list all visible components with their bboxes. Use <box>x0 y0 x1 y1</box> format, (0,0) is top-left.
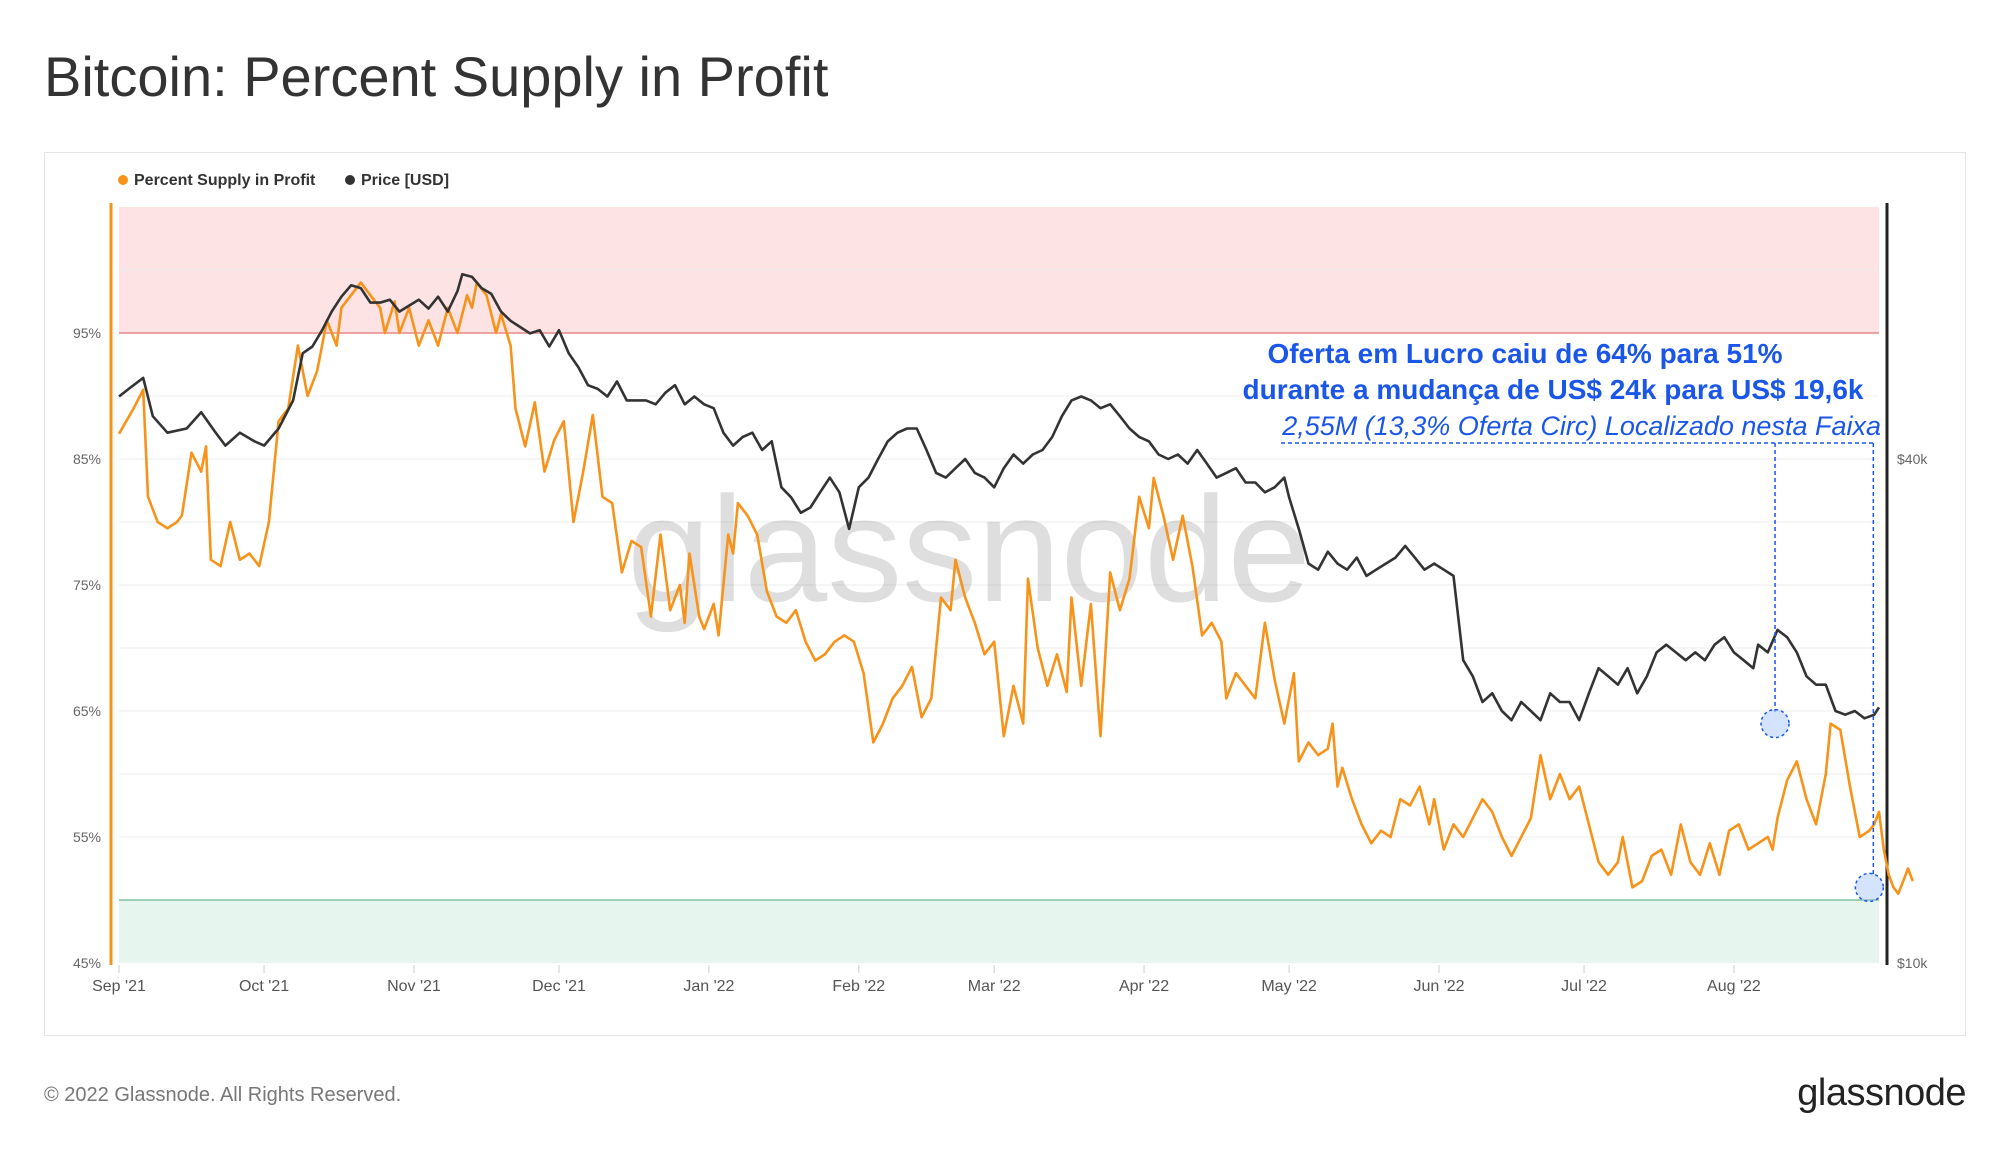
y-left-tick-label: 45% <box>73 955 101 971</box>
legend-dot-supply <box>118 175 128 185</box>
y-left-tick-label: 95% <box>73 325 101 341</box>
legend-label-price: Price [USD] <box>361 172 449 189</box>
x-tick-label: May '22 <box>1261 978 1317 995</box>
x-tick-label: Apr '22 <box>1119 978 1169 995</box>
x-tick-label: Sep '21 <box>92 978 146 995</box>
series-line-price-usd <box>118 272 1881 722</box>
highlight-marker-end <box>1854 872 1885 903</box>
x-tick-label: Jan '22 <box>683 978 734 995</box>
chart-frame: glassnode 45% 55% 65% 75% 85% 95% $10k $40k Sep '… <box>44 152 1966 1036</box>
y-left-tick-label: 75% <box>73 577 101 593</box>
x-tick-label: Jul '22 <box>1561 978 1607 995</box>
page-title: Bitcoin: Percent Supply in Profit <box>44 45 829 108</box>
x-tick-label: Feb '22 <box>832 978 885 995</box>
annotation-line-1: Oferta em Lucro caiu de 64% para 51% <box>1267 338 1782 369</box>
x-tick-label: Oct '21 <box>239 978 289 995</box>
legend-dot-price <box>345 175 355 185</box>
lower-band <box>119 900 1879 963</box>
y-right-tick-label: $10k <box>1897 955 1928 971</box>
annotation-line-2: durante a mudança de US$ 24k para US$ 19… <box>1243 374 1864 405</box>
y-right-tick-label: $40k <box>1897 451 1928 467</box>
y-left-tick-label: 65% <box>73 703 101 719</box>
annotation-line-3: 2,55M (13,3% Oferta Circ) Localizado nes… <box>1281 411 1881 441</box>
legend-label-supply: Percent Supply in Profit <box>134 172 316 189</box>
y-left-tick-label: 85% <box>73 451 101 467</box>
x-tick-label: Mar '22 <box>968 978 1021 995</box>
y-left-tick-label: 55% <box>73 829 101 845</box>
x-tick-label: Jun '22 <box>1413 978 1464 995</box>
x-tick-label: Nov '21 <box>387 978 441 995</box>
footer-copyright: © 2022 Glassnode. All Rights Reserved. <box>44 1084 402 1106</box>
glassnode-logo: glassnode <box>1797 1072 1966 1114</box>
highlight-marker-start <box>1760 708 1790 739</box>
x-tick-label: Dec '21 <box>532 978 586 995</box>
x-tick-label: Aug '22 <box>1707 978 1761 995</box>
series-line-supply-in-profit <box>117 281 1915 895</box>
